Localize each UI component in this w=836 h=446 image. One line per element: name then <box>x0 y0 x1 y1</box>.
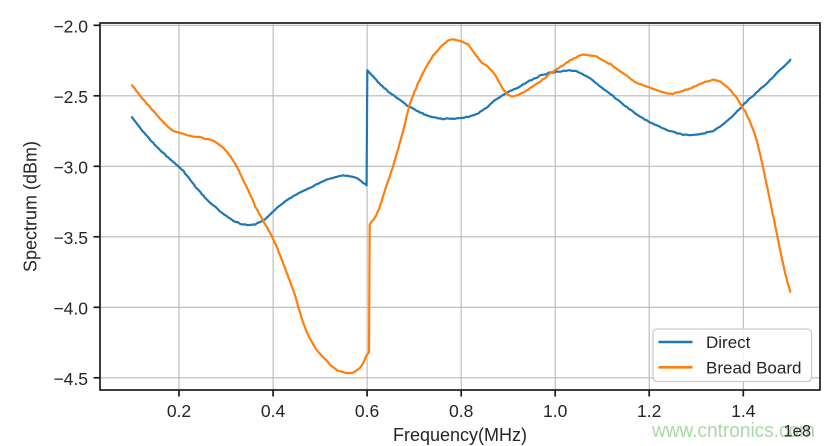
svg-text:−2.0: −2.0 <box>53 17 88 37</box>
svg-text:−3.0: −3.0 <box>53 158 88 178</box>
svg-text:0.4: 0.4 <box>261 401 286 421</box>
svg-text:Bread Board: Bread Board <box>706 359 801 378</box>
svg-text:Direct: Direct <box>706 333 751 352</box>
svg-text:Spectrum (dBm): Spectrum (dBm) <box>21 141 41 272</box>
svg-text:1.2: 1.2 <box>637 401 661 421</box>
svg-text:−4.5: −4.5 <box>53 369 88 389</box>
svg-text:−3.5: −3.5 <box>53 228 88 248</box>
svg-text:Frequency(MHz): Frequency(MHz) <box>393 425 527 445</box>
svg-text:www.cntronics.com: www.cntronics.com <box>651 419 815 442</box>
svg-text:−2.5: −2.5 <box>53 87 88 107</box>
svg-text:1.0: 1.0 <box>543 401 568 421</box>
svg-text:0.2: 0.2 <box>167 401 191 421</box>
svg-text:1.4: 1.4 <box>731 401 756 421</box>
svg-text:−4.0: −4.0 <box>53 299 88 319</box>
svg-text:0.8: 0.8 <box>449 401 473 421</box>
svg-text:0.6: 0.6 <box>355 401 379 421</box>
svg-text:1e8: 1e8 <box>783 423 811 441</box>
